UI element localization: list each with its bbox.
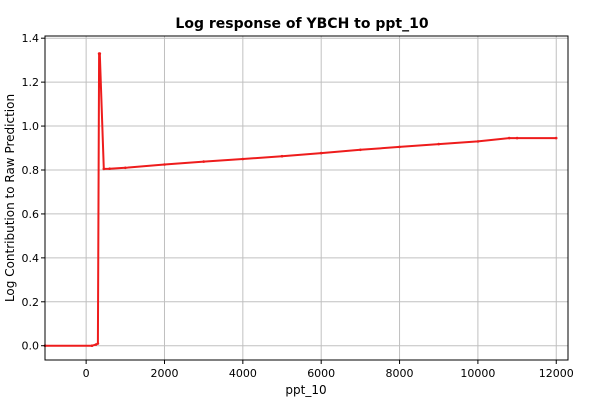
grid-layer: [45, 36, 568, 360]
y-tick-label: 1.2: [22, 76, 40, 89]
y-tick-label: 1.0: [22, 120, 40, 133]
x-tick-label: 0: [83, 367, 90, 380]
x-tick-label: 6000: [307, 367, 335, 380]
data-point: [398, 145, 401, 149]
y-tick-label: 0.4: [22, 252, 40, 265]
y-tick-label: 1.4: [22, 32, 40, 45]
x-tick-label: 4000: [229, 367, 257, 380]
data-point: [319, 151, 323, 155]
x-tick-label: 2000: [150, 367, 178, 380]
y-tick-label: 0.2: [22, 296, 40, 309]
tick-layer: 0 2000 4000 6000 8000 10000 12000 0.0 0.2 0.4 0.6 0…: [22, 32, 574, 380]
series-layer: [43, 52, 558, 348]
data-point: [241, 157, 245, 161]
data-point: [90, 344, 94, 348]
data-point: [437, 142, 441, 146]
data-point: [163, 163, 166, 166]
data-point: [476, 140, 480, 143]
x-tick-label: 8000: [386, 367, 414, 380]
y-tick-label: 0.6: [22, 208, 40, 221]
x-tick-label: 10000: [460, 367, 495, 380]
data-point: [202, 160, 205, 163]
data-point: [280, 154, 284, 158]
data-point: [98, 52, 102, 55]
data-point: [102, 167, 106, 171]
data-point: [359, 148, 362, 152]
y-axis-label: Log Contribution to Raw Prediction: [3, 94, 17, 302]
y-tick-label: 0.8: [22, 164, 40, 177]
data-point: [108, 167, 111, 170]
data-point: [124, 166, 127, 170]
data-point: [96, 342, 100, 345]
data-point: [507, 136, 511, 140]
plot-frame: [44, 35, 569, 361]
x-axis-label: ppt_10: [285, 383, 326, 397]
x-tick-label: 12000: [539, 367, 574, 380]
data-point: [94, 343, 98, 346]
chart-title: Log response of YBCH to ppt_10: [175, 16, 428, 32]
data-point: [554, 136, 558, 140]
y-tick-label: 0.0: [22, 340, 40, 353]
data-point: [515, 136, 519, 140]
